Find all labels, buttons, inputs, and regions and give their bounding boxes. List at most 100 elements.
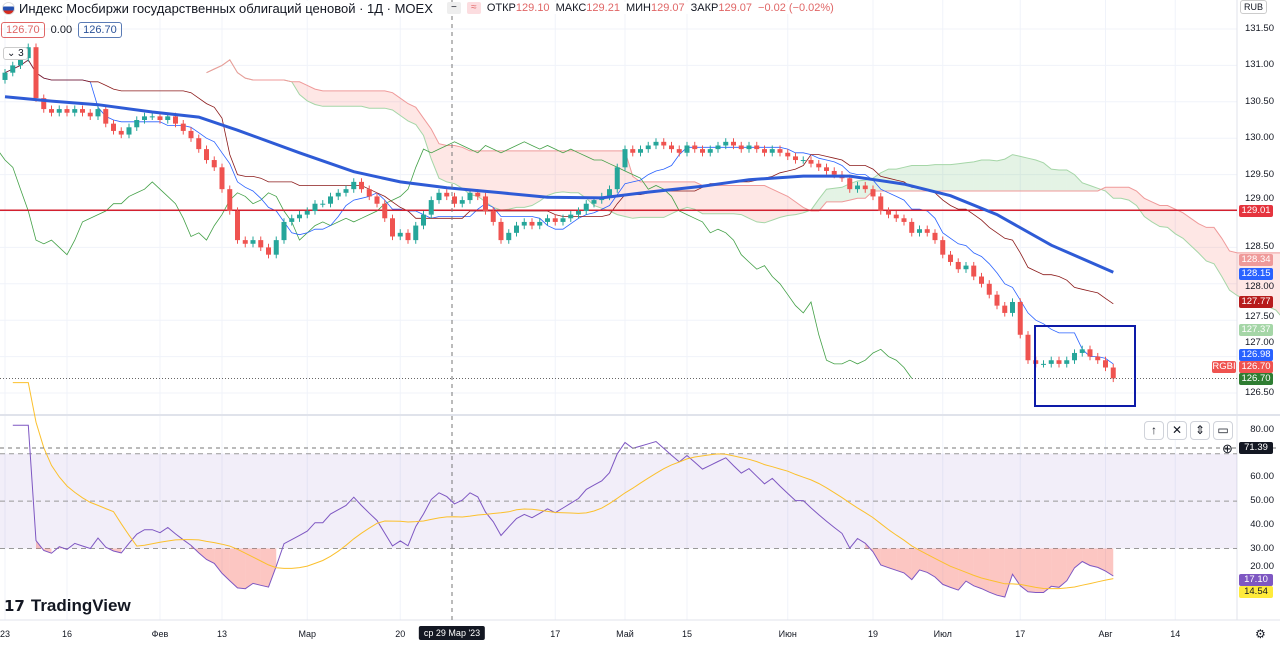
rsi-oversold-fill	[919, 548, 928, 573]
candle	[196, 138, 202, 150]
ichimoku-cloud-segment	[1020, 156, 1028, 191]
price-tick-label: 131.50	[1244, 23, 1274, 34]
price-tag: 129.01	[1239, 205, 1273, 217]
candle	[878, 196, 884, 211]
ichimoku-cloud-segment	[1090, 185, 1098, 191]
settings-icon[interactable]: ⚙	[1255, 627, 1266, 641]
ichimoku-cloud-segment	[1113, 187, 1121, 199]
currency-button[interactable]: RUB	[1240, 0, 1268, 14]
candle	[692, 145, 698, 150]
candle	[955, 261, 961, 270]
ichimoku-cloud-segment	[950, 163, 959, 191]
ichimoku-cloud-segment	[935, 164, 943, 191]
candle	[273, 240, 279, 255]
ichimoku-cloud-segment	[1121, 187, 1129, 201]
candle	[475, 192, 481, 197]
price-tag: 126.98	[1239, 349, 1273, 361]
candle	[444, 192, 450, 197]
ichimoku-cloud-segment	[400, 98, 408, 121]
rsi-tag: 14.54	[1239, 586, 1273, 598]
rsi-tag: 17.10	[1239, 574, 1273, 586]
candle	[924, 229, 930, 233]
candle	[281, 221, 287, 241]
candle	[738, 145, 744, 150]
rsi-oversold-fill	[989, 548, 997, 596]
senkou-span-b	[206, 59, 1280, 254]
candle	[258, 240, 264, 248]
candle	[80, 109, 85, 113]
change-value: −0.02 (−0.02%)	[758, 2, 834, 14]
candle	[630, 149, 636, 153]
candle	[405, 232, 411, 241]
price-tag: 128.15	[1239, 268, 1273, 280]
ichimoku-cloud-segment	[911, 165, 920, 191]
candle	[785, 152, 791, 157]
ichimoku-cloud-segment	[834, 187, 842, 202]
rsi-oversold-fill	[245, 548, 253, 589]
tradingview-logo[interactable]: 𝟭𝟳 TradingView	[4, 596, 131, 615]
time-tick-label: Май	[616, 629, 634, 639]
candle	[932, 232, 938, 241]
candle	[142, 116, 147, 120]
candle	[886, 211, 891, 215]
ichimoku-cloud-segment	[1206, 227, 1214, 264]
candle	[622, 149, 628, 168]
candle	[126, 127, 132, 135]
candle	[831, 170, 837, 175]
indicators-toggle[interactable]: ⌄ 3	[3, 47, 28, 60]
move-up-icon[interactable]: ↑	[1144, 421, 1164, 440]
ichimoku-cloud-segment	[795, 201, 804, 215]
ichimoku-cloud-segment	[927, 164, 935, 191]
price-tick-label: 129.50	[1244, 168, 1274, 180]
rsi-oversold-fill	[973, 548, 982, 589]
candle	[2, 72, 8, 80]
symbol-title[interactable]: Индекс Мосбиржи государственных облигаци…	[19, 0, 433, 16]
maximize-icon[interactable]: ▭	[1213, 421, 1233, 440]
moving-average-line	[4, 95, 1114, 274]
minus-icon[interactable]: −	[446, 2, 461, 14]
candle	[552, 218, 558, 222]
candle	[1048, 360, 1054, 364]
rsi-tick-label: 40.00	[1250, 518, 1274, 530]
chart-legend: Индекс Мосбиржи государственных облигаци…	[2, 0, 433, 16]
ichimoku-cloud-segment	[586, 150, 594, 206]
ichimoku-cloud-segment	[1066, 170, 1075, 191]
chikou-span	[0, 141, 913, 379]
rsi-oversold-fill	[113, 548, 122, 553]
ichimoku-cloud-segment	[446, 145, 455, 184]
sell-button[interactable]: 126.70	[1, 22, 45, 38]
chart-header: Индекс Мосбиржи государственных облигаци…	[2, 0, 834, 16]
candle	[312, 203, 318, 211]
ichimoku-cloud-segment	[570, 150, 579, 193]
ichimoku-cloud-segment	[818, 189, 827, 211]
rsi-tick-label: 60.00	[1250, 471, 1274, 483]
add-icon[interactable]: ⊕	[1222, 441, 1233, 456]
ichimoku-cloud-segment	[1198, 223, 1207, 262]
ohlc-open: ОТКР129.10	[486, 2, 550, 14]
collapse-icon[interactable]: ⇕	[1190, 421, 1210, 440]
ichimoku-cloud-segment	[632, 176, 641, 219]
candle	[297, 214, 302, 219]
candle	[521, 221, 527, 226]
time-tick-label: 15	[681, 629, 693, 639]
rsi-oversold-fill	[1097, 548, 1106, 572]
candle	[41, 98, 47, 110]
close-icon[interactable]: ✕	[1167, 421, 1187, 440]
ichimoku-cloud-segment	[361, 90, 370, 109]
rsi-oversold-fill	[1066, 548, 1075, 581]
candle	[103, 109, 109, 124]
price-tick-label: 128.00	[1244, 280, 1274, 292]
ichimoku-cloud-segment	[532, 150, 540, 206]
buy-button[interactable]: 126.70	[78, 22, 122, 38]
candle	[994, 294, 1000, 306]
price-tick-label: 128.50	[1244, 241, 1274, 253]
ichimoku-cloud-segment	[958, 162, 966, 191]
candle	[204, 149, 209, 161]
rsi-line	[12, 424, 1114, 598]
ichimoku-cloud-segment	[493, 150, 501, 211]
candle	[382, 203, 388, 219]
rsi-oversold-fill	[950, 548, 959, 591]
compare-icon[interactable]: ≈	[466, 2, 481, 14]
symbol-tag: RGBI	[1212, 361, 1236, 373]
